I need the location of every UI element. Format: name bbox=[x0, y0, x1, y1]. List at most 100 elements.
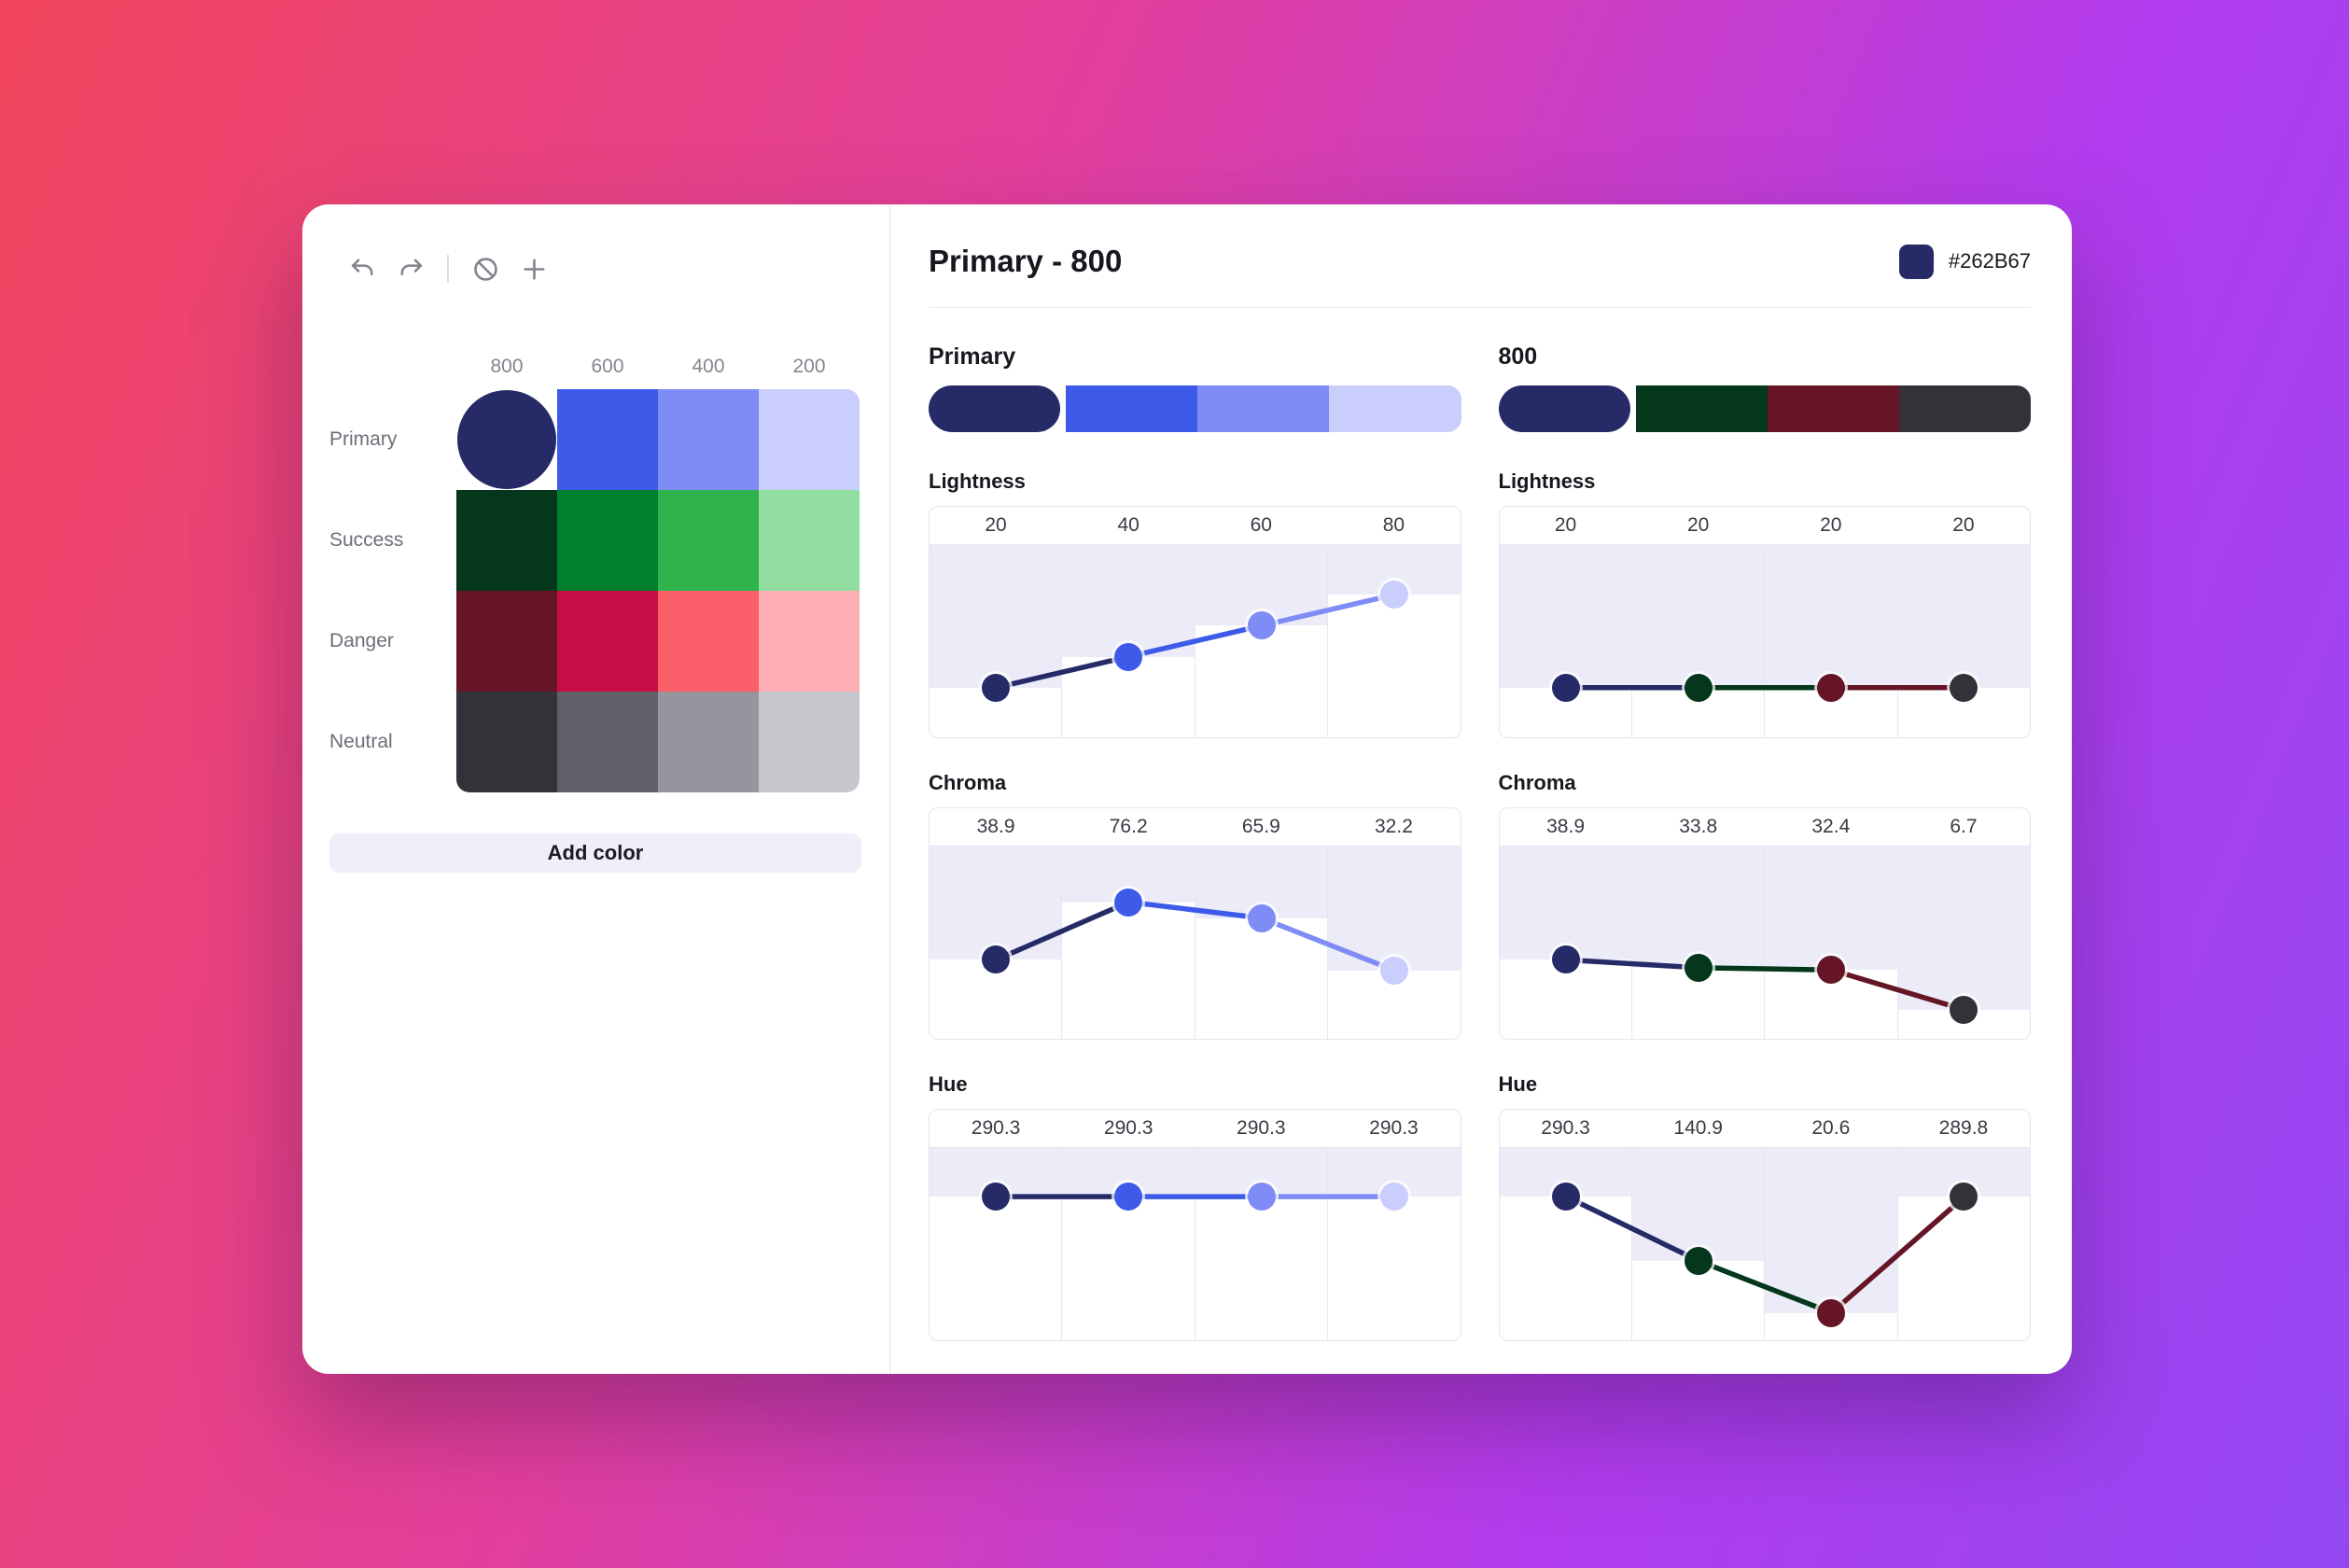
scale-swatch-1[interactable] bbox=[1066, 385, 1198, 432]
add-color-button[interactable]: Add color bbox=[329, 833, 861, 873]
panel-primary: Primary Lightness 20 40 60 80 Chroma 38.9 76.2 65… bbox=[929, 343, 1461, 1341]
chart-value: 38.9 bbox=[1546, 816, 1585, 837]
chart-value: 20 bbox=[1952, 514, 1975, 536]
chart-label-chroma: Chroma bbox=[929, 771, 1007, 794]
chart-value: 290.3 bbox=[1237, 1117, 1286, 1139]
scale-swatch-0[interactable] bbox=[929, 385, 1061, 432]
chart-dot[interactable] bbox=[1950, 1183, 1978, 1211]
add-row-button[interactable] bbox=[516, 251, 552, 287]
swatch-danger-400[interactable] bbox=[658, 591, 759, 692]
chart-column bbox=[930, 545, 1062, 737]
chart-dot[interactable] bbox=[982, 945, 1011, 974]
swatch-danger-800[interactable] bbox=[456, 591, 557, 692]
row-label-primary: Primary bbox=[329, 428, 398, 450]
chart-dot[interactable] bbox=[1114, 642, 1143, 671]
row-label-neutral: Neutral bbox=[329, 731, 393, 752]
panel-800: 800 Lightness 20 20 20 20 Chroma 38.9 33.8 32.4 6.… bbox=[1498, 343, 2031, 1341]
chart-value: 6.7 bbox=[1950, 816, 1978, 837]
chart-value: 65.9 bbox=[1241, 816, 1280, 837]
swatch-success-800[interactable] bbox=[456, 490, 557, 591]
chart-column bbox=[1630, 847, 1765, 1039]
chart-dot[interactable] bbox=[1817, 673, 1846, 702]
chart-value: 290.3 bbox=[1103, 1117, 1154, 1139]
scale-swatch-2[interactable] bbox=[1767, 385, 1899, 432]
chart-values-row: 20 40 60 80 bbox=[930, 507, 1461, 545]
scale-swatch-2[interactable] bbox=[1197, 385, 1330, 432]
chart-dot[interactable] bbox=[982, 673, 1011, 702]
chart-value: 289.8 bbox=[1938, 1117, 1989, 1139]
chart-line bbox=[993, 592, 1397, 691]
chart-value: 60 bbox=[1250, 514, 1272, 536]
grid-corner bbox=[329, 335, 456, 389]
chart-value: 32.4 bbox=[1811, 816, 1851, 837]
swatch-neutral-800[interactable] bbox=[456, 692, 557, 792]
swatch-neutral-600[interactable] bbox=[557, 692, 658, 792]
panel-title: Primary bbox=[929, 343, 1016, 370]
chart-value: 76.2 bbox=[1109, 816, 1148, 837]
clear-button[interactable] bbox=[468, 251, 503, 287]
swatch-danger-600[interactable] bbox=[557, 591, 658, 692]
chart-line bbox=[1562, 685, 1967, 691]
undo-icon bbox=[351, 259, 372, 275]
chart-column bbox=[1764, 847, 1897, 1039]
chart-dot[interactable] bbox=[1950, 995, 1978, 1024]
chart-dot[interactable] bbox=[1247, 903, 1276, 932]
chart-dot[interactable] bbox=[1379, 956, 1408, 985]
chart-value: 290.3 bbox=[1369, 1117, 1419, 1139]
chart-dot[interactable] bbox=[1684, 1247, 1713, 1276]
scale-bar bbox=[929, 385, 1461, 432]
chart-dot[interactable] bbox=[1950, 673, 1978, 702]
swatch-primary-800[interactable] bbox=[456, 389, 557, 490]
chart-dot[interactable] bbox=[1817, 956, 1846, 985]
undo-button[interactable] bbox=[344, 251, 380, 287]
chart-dot[interactable] bbox=[1114, 1183, 1143, 1211]
chart-dot[interactable] bbox=[1684, 953, 1713, 982]
chart-value: 290.3 bbox=[971, 1117, 1021, 1139]
chart-dot[interactable] bbox=[1817, 1298, 1846, 1327]
swatch-primary-400[interactable] bbox=[658, 389, 759, 490]
chart-primary-lightness: 20 40 60 80 bbox=[929, 506, 1461, 738]
swatch-primary-600[interactable] bbox=[557, 389, 658, 490]
chart-800-chroma: 38.9 33.8 32.4 6.7 bbox=[1498, 807, 2031, 1040]
scale-swatch-3[interactable] bbox=[1329, 385, 1461, 432]
swatch-success-600[interactable] bbox=[557, 490, 658, 591]
detail-pane: Primary - 800 #262B67 Primary Lightness 20… bbox=[890, 204, 2072, 1374]
chart-area bbox=[1499, 1148, 2030, 1340]
chart-area bbox=[1499, 847, 2030, 1039]
chart-column bbox=[1630, 545, 1765, 737]
swatch-neutral-200[interactable] bbox=[759, 692, 860, 792]
chart-dot[interactable] bbox=[1551, 673, 1580, 702]
chart-area bbox=[930, 545, 1461, 737]
redo-button[interactable] bbox=[393, 251, 428, 287]
swatch-neutral-400[interactable] bbox=[658, 692, 759, 792]
scale-swatch-1[interactable] bbox=[1635, 385, 1768, 432]
chart-value: 20 bbox=[1554, 514, 1577, 536]
chart-dot[interactable] bbox=[982, 1183, 1011, 1211]
chart-dot[interactable] bbox=[1551, 945, 1580, 974]
chart-dot[interactable] bbox=[1247, 611, 1276, 640]
chart-values-row: 290.3 290.3 290.3 290.3 bbox=[930, 1110, 1461, 1148]
row-label-success: Success bbox=[329, 529, 404, 551]
column-header-400: 400 bbox=[692, 356, 725, 377]
slash-circle-icon bbox=[473, 257, 497, 281]
chart-primary-hue: 290.3 290.3 290.3 290.3 bbox=[929, 1109, 1461, 1341]
chart-label-lightness: Lightness bbox=[1498, 469, 1596, 493]
chart-dot[interactable] bbox=[1247, 1183, 1276, 1211]
chart-value: 290.3 bbox=[1541, 1117, 1590, 1139]
chart-dot[interactable] bbox=[1684, 673, 1713, 702]
column-header-200: 200 bbox=[792, 356, 826, 377]
scale-swatch-3[interactable] bbox=[1898, 385, 2031, 432]
swatch-success-200[interactable] bbox=[759, 490, 860, 591]
chart-dot[interactable] bbox=[1379, 581, 1408, 609]
hex-value: #262B67 bbox=[1948, 249, 2031, 273]
page-title: Primary - 800 bbox=[929, 244, 1123, 278]
chart-dot[interactable] bbox=[1114, 888, 1143, 917]
swatch-danger-200[interactable] bbox=[759, 591, 860, 692]
chart-dot[interactable] bbox=[1551, 1183, 1580, 1211]
swatch-primary-200[interactable] bbox=[759, 389, 860, 490]
app-window: 800 600 400 200 Primary Success Danger Neutral … bbox=[302, 204, 2072, 1374]
chart-dot[interactable] bbox=[1379, 1183, 1408, 1211]
scale-swatch-0[interactable] bbox=[1498, 385, 1630, 432]
swatch-success-400[interactable] bbox=[658, 490, 759, 591]
chart-column bbox=[1896, 545, 2030, 737]
